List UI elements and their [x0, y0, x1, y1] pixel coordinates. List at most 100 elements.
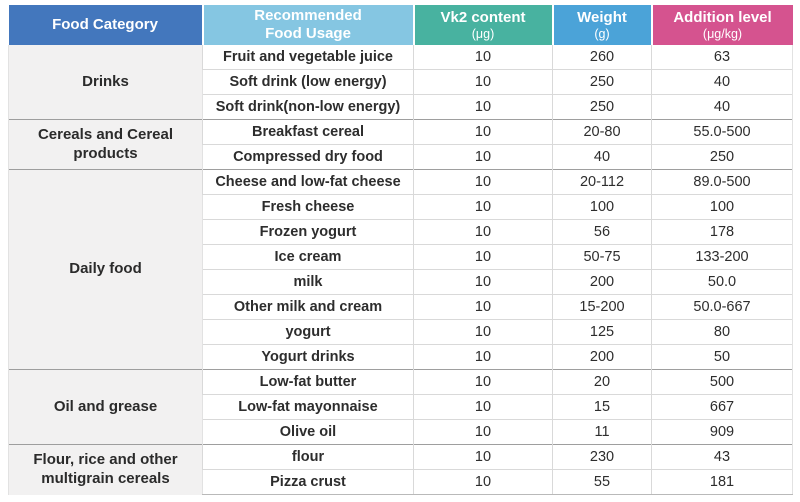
header-vk2-label: Vk2 content — [440, 8, 526, 26]
table-row: Compressed dry food 10 40 250 — [9, 144, 793, 170]
table-row: Low-fat mayonnaise 10 15 667 — [9, 394, 793, 420]
table-row: Cereals and Cereal products Breakfast ce… — [8, 119, 793, 170]
weight-cell: 200 — [552, 269, 652, 295]
header-weight-label: Weight — [577, 8, 627, 26]
weight-cell: 56 — [552, 219, 652, 245]
header-vk2-content: Vk2 content (μg) — [412, 5, 553, 45]
weight-cell: 50-75 — [552, 244, 652, 270]
usage-cell: yogurt — [202, 319, 414, 345]
vk2-cell: 10 — [413, 119, 553, 145]
vk2-cell: 10 — [413, 169, 553, 195]
usage-cell: Olive oil — [202, 419, 414, 445]
vk2-cell: 10 — [413, 369, 553, 395]
usage-cell: Compressed dry food — [202, 144, 414, 170]
category-cell-cereals: Cereals and Cereal products — [8, 119, 203, 170]
category-cell-daily-food: Daily food — [8, 169, 203, 370]
addition-cell: 500 — [651, 369, 793, 395]
weight-cell: 15 — [552, 394, 652, 420]
header-weight-unit: (g) — [594, 26, 610, 41]
vk2-cell: 10 — [413, 194, 553, 220]
addition-cell: 50 — [651, 344, 793, 370]
table-row: Oil and grease Low-fat butter 10 20 500 — [8, 369, 793, 445]
table-row: Daily food Cheese and low-fat cheese 10 … — [8, 169, 793, 370]
addition-cell: 80 — [651, 319, 793, 345]
vk2-cell: 10 — [413, 94, 553, 120]
category-cell-flour: Flour, rice and other multigrain cereals — [8, 444, 203, 495]
weight-cell: 250 — [552, 69, 652, 95]
vk2-cell: 10 — [413, 144, 553, 170]
addition-cell: 89.0-500 — [651, 169, 793, 195]
usage-cell: Soft drink (low energy) — [202, 69, 414, 95]
addition-cell: 55.0-500 — [651, 119, 793, 145]
addition-cell: 133-200 — [651, 244, 793, 270]
category-cell-oil: Oil and grease — [8, 369, 203, 445]
vk2-cell: 10 — [413, 344, 553, 370]
usage-cell: Breakfast cereal — [202, 119, 414, 145]
vk2-cell: 10 — [413, 45, 553, 70]
usage-cell: Frozen yogurt — [202, 219, 414, 245]
table-row: Flour, rice and other multigrain cereals… — [8, 444, 793, 495]
addition-cell: 909 — [651, 419, 793, 445]
usage-cell: milk — [202, 269, 414, 295]
weight-cell: 125 — [552, 319, 652, 345]
addition-cell: 43 — [651, 444, 793, 470]
header-addition-level: Addition level (μg/kg) — [650, 5, 793, 45]
table-header-row: Food Category Recommended Food Usage Vk2… — [8, 5, 793, 45]
vk2-cell: 10 — [413, 244, 553, 270]
table-row: Soft drink(non-low energy) 10 250 40 — [9, 94, 793, 120]
table-row: Yogurt drinks 10 200 50 — [9, 344, 793, 370]
weight-cell: 250 — [552, 94, 652, 120]
vk2-cell: 10 — [413, 469, 553, 495]
vk2-cell: 10 — [413, 294, 553, 320]
weight-cell: 260 — [552, 45, 652, 70]
table-row: Soft drink (low energy) 10 250 40 — [9, 69, 793, 95]
vk2-cell: 10 — [413, 219, 553, 245]
vk2-cell: 10 — [413, 444, 553, 470]
usage-cell: flour — [202, 444, 414, 470]
addition-cell: 40 — [651, 69, 793, 95]
header-usage-line1: Recommended — [254, 7, 362, 24]
usage-cell: Soft drink(non-low energy) — [202, 94, 414, 120]
table-row: yogurt 10 125 80 — [9, 319, 793, 345]
vk2-cell: 10 — [413, 269, 553, 295]
weight-cell: 20 — [552, 369, 652, 395]
weight-cell: 200 — [552, 344, 652, 370]
weight-cell: 20-80 — [552, 119, 652, 145]
usage-cell: Yogurt drinks — [202, 344, 414, 370]
addition-cell: 178 — [651, 219, 793, 245]
addition-cell: 63 — [651, 45, 793, 70]
table-row: Pizza crust 10 55 181 — [9, 469, 793, 495]
addition-cell: 50.0-667 — [651, 294, 793, 320]
usage-cell: Cheese and low-fat cheese — [202, 169, 414, 195]
vk2-cell: 10 — [413, 69, 553, 95]
header-usage-line2: Food Usage — [265, 25, 351, 42]
weight-cell: 100 — [552, 194, 652, 220]
header-vk2-unit: (μg) — [471, 26, 495, 41]
table-row: Frozen yogurt 10 56 178 — [9, 219, 793, 245]
addition-cell: 100 — [651, 194, 793, 220]
header-weight: Weight (g) — [551, 5, 652, 45]
usage-cell: Low-fat mayonnaise — [202, 394, 414, 420]
category-cell-drinks: Drinks — [8, 45, 203, 120]
weight-cell: 40 — [552, 144, 652, 170]
usage-cell: Other milk and cream — [202, 294, 414, 320]
weight-cell: 20-112 — [552, 169, 652, 195]
header-food-category: Food Category — [8, 5, 203, 45]
table-row: Olive oil 10 11 909 — [9, 419, 793, 445]
vk2-cell: 10 — [413, 394, 553, 420]
food-addition-table: Food Category Recommended Food Usage Vk2… — [8, 5, 793, 495]
table-row: Other milk and cream 10 15-200 50.0-667 — [9, 294, 793, 320]
header-addition-label: Addition level — [673, 8, 772, 26]
header-recommended-food-usage: Recommended Food Usage — [201, 5, 414, 45]
table-row: Fresh cheese 10 100 100 — [9, 194, 793, 220]
usage-cell: Fresh cheese — [202, 194, 414, 220]
weight-cell: 15-200 — [552, 294, 652, 320]
weight-cell: 55 — [552, 469, 652, 495]
addition-cell: 667 — [651, 394, 793, 420]
weight-cell: 230 — [552, 444, 652, 470]
vk2-cell: 10 — [413, 319, 553, 345]
header-addition-unit: (μg/kg) — [702, 26, 743, 41]
addition-cell: 250 — [651, 144, 793, 170]
usage-cell: Low-fat butter — [202, 369, 414, 395]
